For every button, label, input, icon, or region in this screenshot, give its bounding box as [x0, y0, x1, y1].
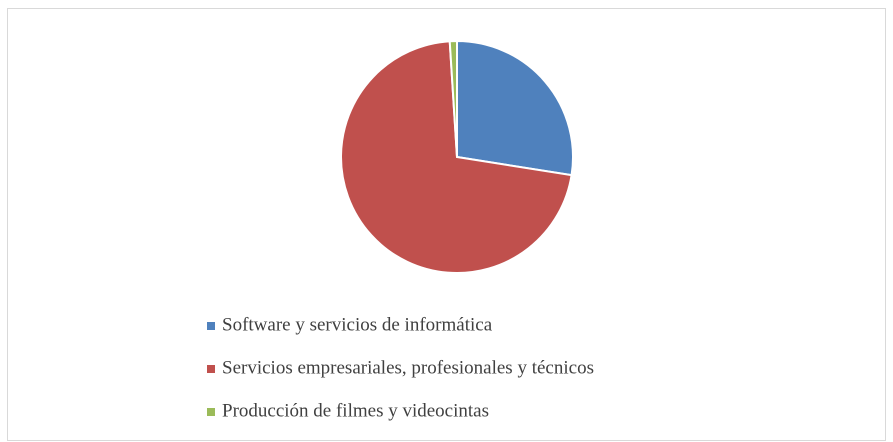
pie-slice	[448, 39, 458, 158]
legend-swatch	[207, 365, 215, 373]
legend-swatch	[207, 408, 215, 416]
legend-label: Servicios empresariales, profesionales y…	[222, 357, 594, 378]
legend-label: Software y servicios de informática	[222, 314, 493, 335]
legend-label: Producción de filmes y videocintas	[222, 400, 489, 421]
pie-slice	[340, 40, 573, 274]
pie-slice	[456, 39, 574, 177]
legend-swatch	[207, 322, 215, 330]
